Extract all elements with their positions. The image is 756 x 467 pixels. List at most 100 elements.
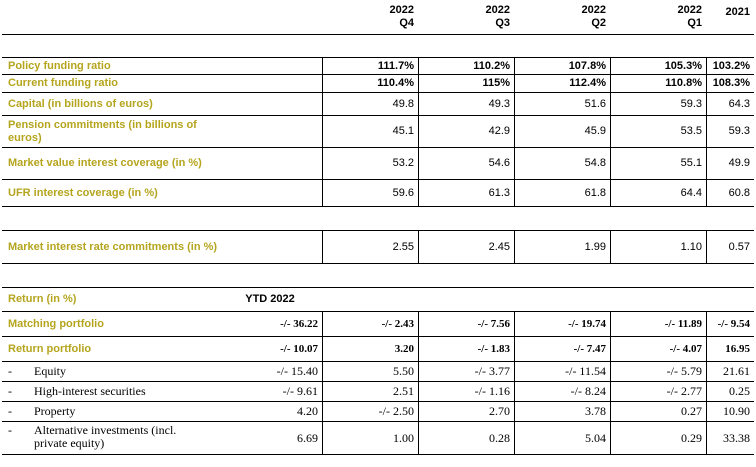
row-label: Market interest rate commitments (in %) [8, 240, 218, 253]
row-label-cell: - Property [2, 402, 218, 421]
table-row: Capital (in billions of euros) 49.8 49.3… [2, 92, 754, 115]
value-cell: 33.38 [706, 422, 754, 454]
row-label: Alternative investments (incl. private e… [34, 423, 177, 450]
header-quarter: Q4 [399, 17, 414, 29]
value-cell: 112.4% [514, 75, 610, 92]
empty-cell [514, 288, 610, 311]
header-q4: 2022 Q4 [322, 0, 418, 34]
bullet-dash: - [8, 364, 12, 378]
row-label-cell: - High-interest securities [2, 382, 218, 401]
value-cell: 53.5 [610, 116, 706, 147]
value-cell: 51.6 [514, 93, 610, 115]
value-cell: 115% [418, 75, 514, 92]
value-cell: -/- 1.16 [418, 382, 514, 401]
value-cell: 0.29 [610, 422, 706, 454]
value-cell: -/- 1.83 [418, 337, 514, 361]
table-row: Market interest rate commitments (in %) … [2, 230, 754, 264]
ytd-cell [218, 75, 322, 92]
value-cell: 21.61 [706, 362, 754, 381]
header-year: 2022 [389, 4, 414, 16]
value-cell: 0.57 [706, 231, 754, 263]
value-cell: 0.27 [610, 402, 706, 421]
value-cell: 64.4 [610, 180, 706, 206]
header-2021: 2021 [706, 0, 754, 34]
ytd-cell [218, 231, 322, 263]
value-cell: 110.2% [418, 58, 514, 74]
value-cell: -/- 4.07 [610, 337, 706, 361]
value-cell: 2.45 [418, 231, 514, 263]
header-q1: 2022 Q1 [610, 0, 706, 34]
value-cell: -/- 19.74 [514, 312, 610, 336]
header-empty-cell [2, 0, 218, 34]
row-label: High-interest securities [34, 384, 146, 398]
header-year: 2022 [581, 4, 606, 16]
header-year: 2021 [725, 6, 750, 18]
table-row: Policy funding ratio 111.7% 110.2% 107.8… [2, 57, 754, 74]
row-label: Market value interest coverage (in %) [8, 157, 202, 169]
table-row: - Equity -/- 15.40 5.50 -/- 3.77 -/- 11.5… [2, 361, 754, 381]
value-cell: -/- 9.54 [706, 312, 754, 336]
value-cell: -/- 36.22 [280, 317, 318, 330]
value-cell: 6.69 [297, 430, 318, 445]
value-cell: 1.10 [610, 231, 706, 263]
returns-header-row: Return (in %) YTD 2022 [2, 287, 754, 311]
value-cell: 60.8 [706, 180, 754, 206]
table-row: Matching portfolio -/- 36.22 -/- 2.43 -/… [2, 311, 754, 336]
value-cell: -/- 3.77 [418, 362, 514, 381]
row-label-cell: - Equity [2, 362, 218, 381]
value-cell: 3.20 [322, 337, 418, 361]
row-label: Capital (in billions of euros) [8, 97, 153, 110]
empty-cell [706, 288, 754, 311]
table-row: Return portfolio -/- 10.07 3.20 -/- 1.83… [2, 336, 754, 361]
value-cell: 107.8% [514, 58, 610, 74]
value-cell: 2.51 [322, 382, 418, 401]
value-cell: 0.28 [418, 422, 514, 454]
value-cell: 0.25 [706, 382, 754, 401]
value-cell: 10.90 [706, 402, 754, 421]
header-year: 2022 [485, 4, 510, 16]
value-cell: 5.04 [514, 422, 610, 454]
value-cell: -/- 5.79 [610, 362, 706, 381]
value-cell: 110.4% [322, 75, 418, 92]
table-row: Market value interest coverage (in %) 53… [2, 147, 754, 179]
value-cell: -/- 2.77 [610, 382, 706, 401]
value-cell: 108.3% [706, 75, 754, 92]
value-cell: 105.3% [610, 58, 706, 74]
value-cell: -/- 7.47 [514, 337, 610, 361]
value-cell: 53.2 [322, 148, 418, 179]
value-cell: -/- 10.07 [280, 342, 318, 355]
value-cell: -/- 11.54 [514, 362, 610, 381]
header-year: 2022 [677, 4, 702, 16]
value-cell: -/- 7.56 [418, 312, 514, 336]
value-cell: 1.99 [514, 231, 610, 263]
table-header-row: 2022 Q4 2022 Q3 2022 Q2 2022 Q1 2021 [2, 0, 754, 34]
ytd-cell [218, 93, 322, 115]
value-cell: -/- 15.40 [276, 364, 318, 378]
ytd-cell [218, 116, 322, 147]
ytd-cell [218, 180, 322, 206]
empty-cell [322, 288, 418, 311]
row-label: Policy funding ratio [8, 59, 111, 72]
table-row: Pension commitments (in billions of euro… [2, 115, 754, 147]
value-cell: 61.8 [514, 180, 610, 206]
header-empty-ytd-cell [218, 0, 322, 34]
header-q2: 2022 Q2 [514, 0, 610, 34]
value-cell: 103.2% [706, 58, 754, 74]
value-cell: 110.8% [610, 75, 706, 92]
table-row: - Property 4.20 -/- 2.50 2.70 3.78 0.27 1… [2, 401, 754, 421]
table-row: Current funding ratio 110.4% 115% 112.4%… [2, 74, 754, 92]
value-cell: 2.55 [322, 231, 418, 263]
row-label: Current funding ratio [8, 77, 118, 89]
returns-title: Return (in %) [8, 293, 77, 305]
value-cell: -/- 2.50 [322, 402, 418, 421]
value-cell: 2.70 [418, 402, 514, 421]
header-quarter: Q3 [495, 17, 510, 29]
value-cell: 55.1 [610, 148, 706, 179]
value-cell: 49.3 [418, 93, 514, 115]
value-cell: -/- 9.61 [282, 384, 318, 398]
value-cell: 61.3 [418, 180, 514, 206]
value-cell: 54.8 [514, 148, 610, 179]
row-label: Pension commitments (in billions of euro… [8, 118, 197, 144]
ytd-cell [218, 58, 322, 74]
empty-cell [610, 288, 706, 311]
